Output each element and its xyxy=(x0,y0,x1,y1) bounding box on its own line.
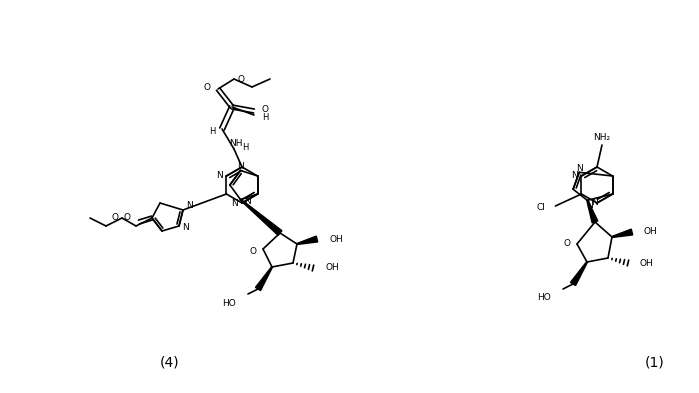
Text: OH: OH xyxy=(640,259,654,268)
Polygon shape xyxy=(240,199,282,235)
Text: O: O xyxy=(124,213,131,222)
Text: (1): (1) xyxy=(645,356,665,370)
Text: O: O xyxy=(204,83,211,92)
Text: N: N xyxy=(231,198,238,208)
Text: N: N xyxy=(237,162,244,171)
Text: HO: HO xyxy=(222,299,236,307)
Polygon shape xyxy=(255,267,273,290)
Text: HO: HO xyxy=(538,294,551,303)
Text: O: O xyxy=(112,213,119,222)
Text: N: N xyxy=(591,198,598,207)
Text: H: H xyxy=(210,127,216,136)
Text: OH: OH xyxy=(329,235,343,244)
Text: N: N xyxy=(216,171,222,180)
Text: H: H xyxy=(262,114,268,123)
Text: H: H xyxy=(242,143,248,152)
Text: N: N xyxy=(586,200,593,209)
Polygon shape xyxy=(587,200,598,223)
Text: NH: NH xyxy=(229,140,243,149)
Text: NH₂: NH₂ xyxy=(593,132,610,141)
Polygon shape xyxy=(612,229,633,237)
Text: O: O xyxy=(237,75,244,83)
Text: OH: OH xyxy=(644,228,658,237)
Text: N: N xyxy=(570,171,577,180)
Text: (4): (4) xyxy=(160,356,180,370)
Text: N: N xyxy=(245,197,251,206)
Text: OH: OH xyxy=(325,263,339,272)
Text: N: N xyxy=(576,164,583,173)
Text: Cl: Cl xyxy=(537,204,545,213)
Polygon shape xyxy=(297,236,318,244)
Text: O: O xyxy=(262,105,269,114)
Text: N: N xyxy=(186,202,193,211)
Text: O: O xyxy=(250,246,257,255)
Text: N: N xyxy=(182,224,189,233)
Polygon shape xyxy=(570,262,587,286)
Text: O: O xyxy=(564,239,571,248)
